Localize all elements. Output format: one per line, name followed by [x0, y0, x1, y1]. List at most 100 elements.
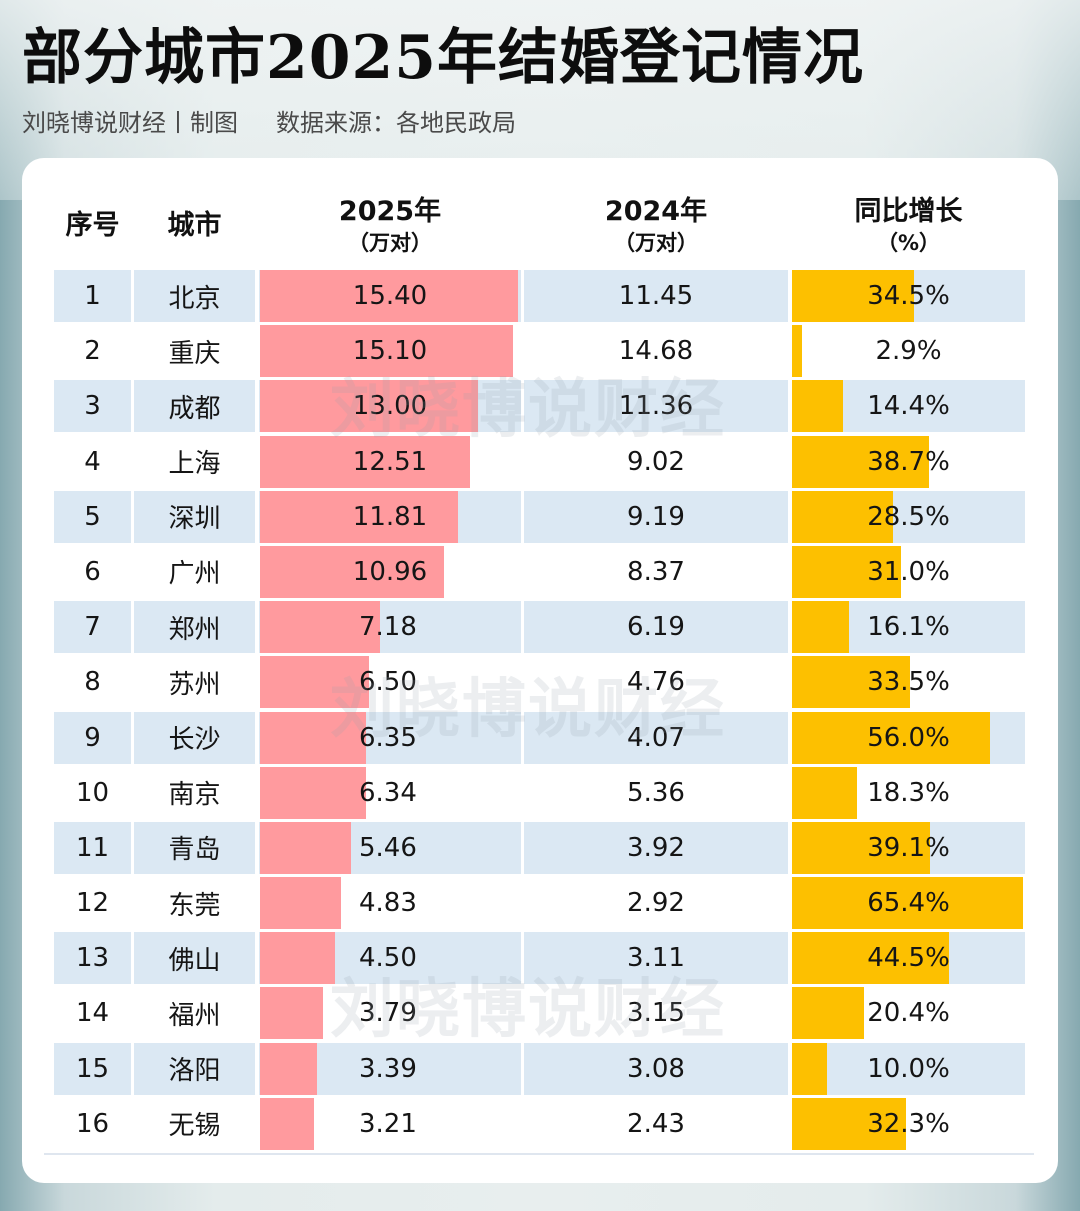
table-row: 8 苏州 6.50 4.76 33.5% [54, 655, 1025, 710]
rank-cell: 11 [54, 821, 131, 874]
growth-cell: 39.1% [792, 821, 1025, 874]
value-2024-cell: 5.36 [627, 777, 685, 808]
data-bar-2025 [260, 325, 513, 378]
value-2024-cell: 3.11 [524, 932, 788, 985]
value-2025-cell: 10.96 [259, 545, 521, 598]
data-bar-growth [792, 932, 949, 985]
rank-cell: 2 [84, 336, 101, 367]
rank-cell: 15 [54, 1042, 131, 1095]
value-2024-cell: 8.37 [627, 556, 685, 587]
table-row: 1 北京 15.40 11.45 34.5% [54, 269, 1025, 324]
table-row: 5 深圳 11.81 9.19 28.5% [54, 490, 1025, 545]
header-2025: 2025年 （万对） [338, 196, 442, 255]
table-row: 15 洛阳 3.39 3.08 10.0% [54, 1042, 1025, 1097]
subtitle: 刘晓博说财经丨制图 数据来源：各地民政局 [22, 106, 516, 140]
city-cell: 重庆 [168, 338, 221, 369]
growth-cell: 38.7% [792, 435, 1025, 488]
city-cell: 深圳 [134, 490, 255, 543]
value-2025-cell: 15.40 [259, 270, 521, 322]
growth-cell: 28.5% [792, 490, 1025, 543]
city-cell: 成都 [134, 380, 255, 433]
city-cell: 青岛 [134, 821, 255, 874]
data-bar-2025 [260, 380, 478, 433]
data-bar-growth [792, 766, 857, 819]
data-bar-2025 [260, 932, 335, 985]
table-row: 12 东莞 4.83 2.92 65.4% [54, 876, 1025, 931]
value-2025-cell: 7.18 [259, 601, 521, 654]
data-bar-2025 [260, 435, 470, 488]
rank-cell: 3 [54, 380, 131, 433]
value-2025-cell: 11.81 [259, 490, 521, 543]
header-rank: 序号 [65, 210, 120, 241]
table-row: 2 重庆 15.10 14.68 2.9% [54, 324, 1025, 379]
rank-cell: 4 [84, 446, 101, 477]
value-2025-cell: 6.35 [259, 711, 521, 764]
value-2025-cell: 4.50 [259, 932, 521, 985]
value-2025-cell: 12.51 [259, 435, 521, 488]
data-bar-growth [792, 490, 893, 543]
table-row: 6 广州 10.96 8.37 31.0% [54, 545, 1025, 600]
rank-cell: 12 [75, 888, 110, 919]
growth-cell: 10.0% [792, 1042, 1025, 1095]
data-bar-2025 [260, 656, 369, 709]
table-row: 11 青岛 5.46 3.92 39.1% [54, 821, 1025, 876]
data-bar-growth [792, 270, 914, 322]
header-city: 城市 [167, 210, 222, 241]
table-row: 7 郑州 7.18 6.19 16.1% [54, 600, 1025, 655]
table-row: 16 无锡 3.21 2.43 32.3% [54, 1097, 1025, 1152]
page-title: 部分城市2025年结婚登记情况 [22, 23, 864, 93]
data-bar-growth [792, 987, 864, 1040]
value-2024-cell: 3.92 [524, 821, 788, 874]
bottom-divider [44, 1153, 1034, 1155]
data-bar-2025 [260, 987, 323, 1040]
growth-cell: 32.3% [792, 1097, 1025, 1150]
city-cell: 广州 [168, 559, 221, 590]
growth-cell: 33.5% [792, 656, 1025, 709]
data-bar-growth [792, 601, 849, 654]
rank-cell: 16 [75, 1108, 110, 1139]
value-2024-cell: 6.19 [524, 601, 788, 654]
value-2025-cell: 5.46 [259, 821, 521, 874]
value-2024-cell: 3.15 [627, 998, 685, 1029]
data-bar-growth [792, 877, 1023, 930]
data-bar-2025 [260, 1042, 317, 1095]
city-cell: 长沙 [134, 711, 255, 764]
data-bar-growth [792, 1042, 827, 1095]
value-2024-cell: 4.07 [524, 711, 788, 764]
value-2025-cell: 3.79 [259, 987, 521, 1040]
city-cell: 南京 [168, 780, 221, 811]
value-2025-cell: 4.83 [259, 877, 521, 930]
table-row: 14 福州 3.79 3.15 20.4% [54, 986, 1025, 1041]
rank-cell: 14 [75, 998, 110, 1029]
value-2024-cell: 9.02 [627, 446, 685, 477]
value-2025-cell: 6.34 [259, 766, 521, 819]
author-credit: 刘晓博说财经丨制图 [22, 109, 238, 137]
data-bar-growth [792, 380, 843, 433]
city-cell: 佛山 [134, 932, 255, 985]
city-cell: 北京 [134, 270, 255, 322]
city-cell: 郑州 [134, 601, 255, 654]
growth-cell: 31.0% [792, 545, 1025, 598]
city-cell: 福州 [168, 1000, 221, 1031]
growth-cell: 20.4% [792, 987, 1025, 1040]
value-2024-cell: 2.43 [627, 1108, 685, 1139]
rank-cell: 8 [84, 667, 101, 698]
growth-cell: 2.9% [792, 325, 1025, 378]
value-2025-cell: 13.00 [259, 380, 521, 433]
value-2024-cell: 11.45 [524, 270, 788, 322]
table-row: 13 佛山 4.50 3.11 44.5% [54, 931, 1025, 986]
growth-cell: 65.4% [792, 877, 1025, 930]
data-bar-2025 [260, 1097, 314, 1150]
data-bar-2025 [260, 711, 366, 764]
table-body: 1 北京 15.40 11.45 34.5% 2 重庆 15.10 14.68 2.9% 3 成都 13… [54, 269, 1025, 1152]
table-row: 3 成都 13.00 11.36 14.4% [54, 379, 1025, 434]
data-bar-growth [792, 711, 990, 764]
value-2025-cell: 6.50 [259, 656, 521, 709]
rank-cell: 13 [54, 932, 131, 985]
value-2025-cell: 15.10 [259, 325, 521, 378]
data-bar-2025 [260, 270, 518, 322]
city-cell: 上海 [168, 449, 221, 480]
value-2024-cell: 9.19 [524, 490, 788, 543]
value-2024-cell: 14.68 [618, 336, 694, 367]
growth-cell: 34.5% [792, 270, 1025, 322]
